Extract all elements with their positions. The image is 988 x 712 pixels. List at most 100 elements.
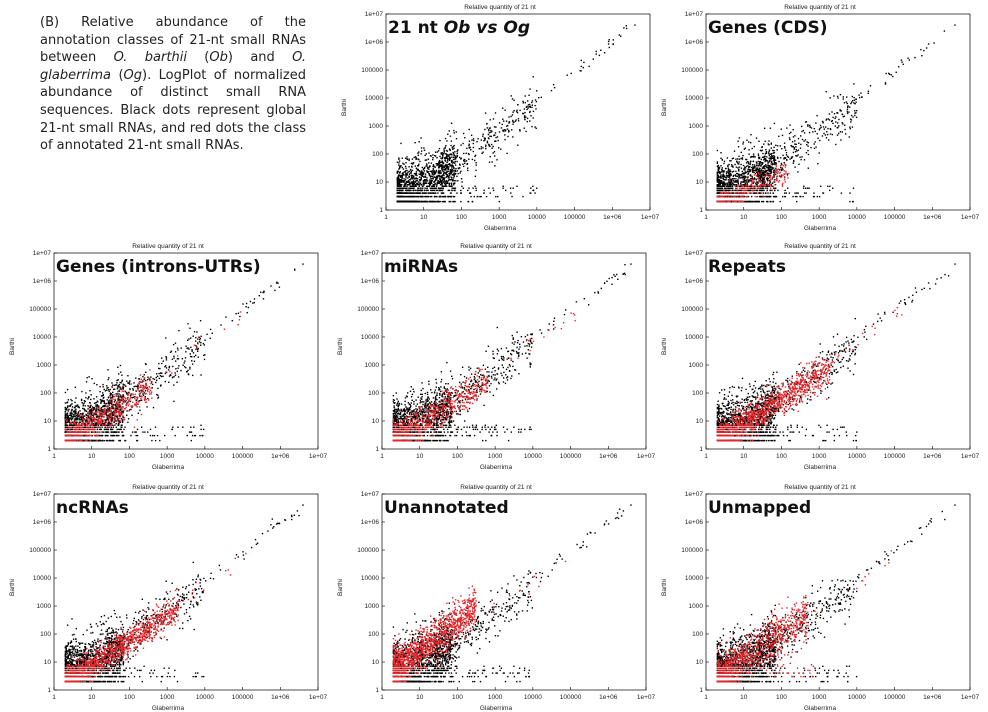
data-point	[836, 95, 839, 98]
data-point	[566, 74, 568, 76]
data-point	[767, 200, 769, 203]
data-point	[716, 189, 719, 192]
data-point	[772, 163, 774, 165]
data-point	[456, 155, 459, 158]
data-point	[117, 419, 119, 421]
data-point	[781, 167, 784, 169]
data-point	[769, 127, 772, 129]
data-point	[739, 195, 742, 198]
data-point	[773, 163, 776, 165]
data-point	[766, 184, 768, 186]
data-point	[737, 195, 739, 198]
data-point	[76, 419, 78, 421]
data-point	[755, 168, 757, 170]
data-point	[502, 187, 504, 189]
data-point	[761, 169, 763, 171]
data-point	[839, 131, 842, 133]
data-point	[768, 180, 771, 182]
data-point	[770, 160, 773, 162]
y-tick-label: 100	[372, 151, 383, 158]
data-point	[845, 133, 847, 135]
data-point	[442, 164, 444, 166]
data-point	[397, 200, 399, 203]
data-point	[600, 49, 602, 51]
data-point	[85, 413, 87, 416]
data-point	[754, 165, 756, 168]
data-point	[418, 141, 420, 143]
data-point	[783, 146, 786, 148]
data-point	[850, 114, 853, 117]
data-point	[449, 154, 451, 156]
data-point	[415, 200, 417, 203]
data-point	[493, 126, 496, 128]
data-point	[580, 59, 582, 62]
data-point	[799, 195, 801, 198]
data-point	[803, 192, 806, 194]
data-point	[758, 175, 760, 177]
data-point	[758, 168, 761, 170]
data-point	[755, 161, 758, 163]
data-point	[725, 177, 727, 179]
data-point	[485, 195, 488, 198]
data-point	[775, 170, 777, 173]
data-point	[845, 101, 848, 103]
data-point	[755, 184, 757, 186]
data-point	[526, 117, 529, 120]
data-point	[396, 171, 399, 173]
data-point	[716, 172, 719, 174]
data-point	[406, 185, 408, 187]
data-point	[437, 180, 439, 182]
data-point	[435, 195, 437, 198]
data-point	[446, 165, 449, 167]
data-point	[736, 200, 738, 203]
data-point	[805, 192, 807, 194]
data-point	[769, 160, 771, 162]
data-point	[788, 192, 791, 194]
data-point	[440, 175, 442, 177]
data-point	[770, 142, 772, 144]
data-point	[415, 171, 418, 173]
data-point	[106, 414, 108, 416]
data-point	[742, 185, 744, 187]
data-point	[72, 413, 75, 416]
data-point	[765, 149, 767, 151]
data-point	[416, 189, 419, 192]
data-point	[827, 127, 829, 130]
data-point	[489, 192, 491, 194]
data-point	[404, 192, 407, 194]
data-point	[724, 179, 726, 181]
data-point	[441, 180, 443, 182]
data-point	[925, 47, 928, 49]
data-point	[409, 189, 411, 192]
data-point	[423, 170, 426, 172]
data-point	[486, 140, 489, 143]
data-point	[119, 394, 121, 396]
data-point	[766, 177, 768, 179]
data-point	[517, 118, 520, 120]
data-point	[532, 189, 534, 192]
data-point	[740, 151, 742, 154]
data-point	[453, 187, 456, 189]
data-point	[732, 187, 734, 189]
data-point	[723, 185, 726, 187]
data-point	[753, 171, 755, 173]
data-point	[444, 137, 447, 140]
data-point	[735, 158, 737, 160]
data-point	[491, 143, 493, 146]
data-point	[727, 171, 729, 174]
data-point	[398, 185, 400, 187]
data-point	[718, 187, 720, 189]
data-point	[783, 142, 786, 144]
data-point	[508, 116, 510, 118]
data-point	[796, 155, 798, 157]
data-point	[757, 182, 759, 184]
data-point	[419, 187, 422, 189]
data-point	[466, 147, 468, 150]
data-point	[446, 167, 448, 169]
data-point	[504, 138, 506, 141]
data-point	[773, 160, 775, 162]
data-point	[433, 181, 435, 183]
data-point	[510, 115, 512, 118]
data-point	[441, 165, 443, 167]
data-point	[488, 130, 490, 132]
